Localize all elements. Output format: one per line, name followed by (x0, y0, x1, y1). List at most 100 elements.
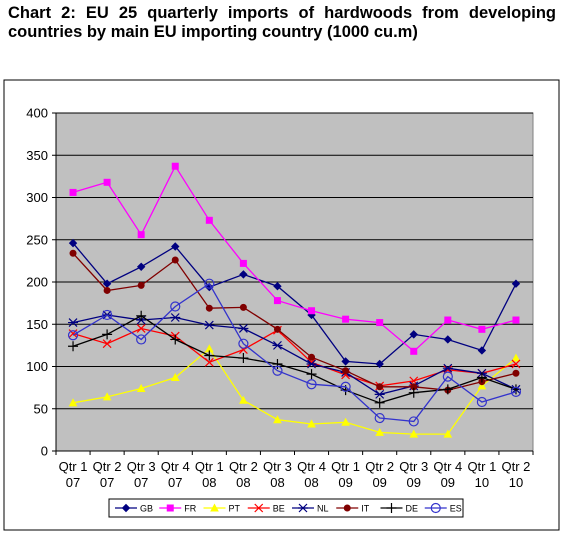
data-point-gb (136, 262, 146, 271)
data-point-be (136, 324, 146, 333)
legend-label-be: BE (273, 504, 285, 514)
data-point-de (68, 341, 79, 352)
data-point-be (102, 339, 112, 349)
data-point-es (306, 379, 317, 390)
data-point-pt (170, 372, 180, 381)
data-point-de (136, 310, 147, 321)
legend: GB FR PT BE NL IT DE ES (108, 498, 464, 518)
legend-label-pt: PT (229, 504, 241, 514)
legend-marker-nl (298, 503, 308, 513)
data-point-be (68, 329, 78, 338)
data-point-de (238, 353, 249, 364)
series-line-de (72, 315, 517, 404)
data-point-gb (171, 242, 180, 251)
data-point-nl (204, 320, 215, 330)
y-tick-label: 50 (34, 401, 48, 416)
legend-marker-es (430, 502, 441, 514)
x-tick-label: Qtr 1 10 (467, 459, 496, 490)
series-line-es (72, 282, 517, 423)
data-point-es (67, 330, 79, 341)
data-point-it (273, 325, 281, 333)
data-point-nl (374, 389, 385, 399)
y-tick-label: 0 (41, 444, 48, 459)
data-point-es (204, 278, 215, 289)
data-point-es (510, 386, 522, 397)
legend-label-gb: GB (140, 504, 153, 514)
x-tick-label: Qtr 4 09 (433, 459, 462, 490)
data-point-de (306, 369, 317, 380)
data-point-es (374, 412, 385, 424)
legend-box (108, 498, 464, 518)
data-point-de (272, 358, 283, 369)
data-point-it (103, 286, 111, 294)
legend-marker-it (343, 504, 351, 512)
legend-label-nl: NL (317, 504, 329, 514)
data-point-be (511, 359, 521, 369)
x-tick-label: Qtr 1 08 (195, 459, 224, 490)
data-point-nl (306, 359, 317, 369)
data-point-fr (103, 178, 111, 186)
data-point-es (408, 416, 419, 427)
data-point-be (204, 357, 214, 367)
y-tick-label: 150 (26, 317, 48, 332)
data-point-es (102, 309, 113, 321)
data-point-fr (137, 231, 145, 239)
data-point-gb (375, 359, 384, 369)
data-point-de (476, 372, 487, 383)
data-point-fr (308, 307, 316, 315)
y-tick-label: 200 (26, 275, 48, 290)
legend-marker-de (386, 503, 397, 513)
x-tick-label: Qtr 4 07 (161, 459, 190, 490)
chart-title: Chart 2: EU 25 quarterly imports of hard… (8, 4, 556, 41)
y-tick-label: 100 (26, 359, 48, 374)
y-tick-label: 350 (26, 148, 48, 163)
data-point-fr (376, 319, 384, 327)
data-point-it (171, 256, 179, 264)
chart-frame (3, 79, 560, 531)
data-point-es (238, 338, 249, 349)
legend-label-fr: FR (184, 504, 196, 514)
series-es (67, 278, 522, 427)
data-point-de (374, 397, 385, 408)
data-point-es (476, 396, 487, 408)
series-fr (69, 162, 520, 355)
data-point-de (102, 329, 113, 340)
data-point-it (512, 369, 520, 377)
data-point-es (272, 365, 283, 376)
data-point-de (204, 350, 215, 361)
y-tick-label: 250 (26, 232, 48, 247)
data-point-pt (68, 398, 78, 407)
y-tick-label: 400 (26, 106, 48, 121)
legend-label-de: DE (406, 504, 419, 514)
data-point-gb (273, 282, 282, 291)
x-tick-label: Qtr 1 07 (59, 459, 88, 490)
data-point-gb (511, 279, 521, 288)
data-point-gb (443, 335, 453, 344)
data-point-fr (171, 162, 179, 170)
data-point-gb (68, 238, 78, 248)
legend-label-it: IT (361, 504, 370, 514)
data-point-pt (136, 383, 146, 392)
legend-marker-gb (121, 503, 131, 513)
x-tick-label: Qtr 3 09 (399, 459, 428, 490)
data-point-pt (273, 415, 282, 424)
data-point-pt (307, 419, 316, 428)
series-line-fr (72, 164, 517, 353)
legend-marker-pt (210, 503, 219, 512)
x-tick-label: Qtr 2 08 (229, 459, 258, 490)
data-point-nl (170, 313, 181, 322)
x-tick-label: Qtr 2 10 (502, 459, 531, 490)
data-point-es (170, 301, 181, 312)
data-point-it (69, 249, 77, 257)
legend-label-es: ES (450, 504, 462, 514)
data-point-it (376, 383, 384, 391)
data-point-nl (238, 324, 249, 333)
data-point-fr (512, 316, 520, 324)
x-tick-label: Qtr 4 08 (297, 459, 326, 490)
data-point-pt (341, 417, 350, 426)
data-point-fr (444, 316, 452, 324)
data-point-pt (409, 429, 419, 438)
data-point-fr (342, 315, 350, 323)
x-tick-label: Qtr 2 09 (365, 459, 394, 490)
